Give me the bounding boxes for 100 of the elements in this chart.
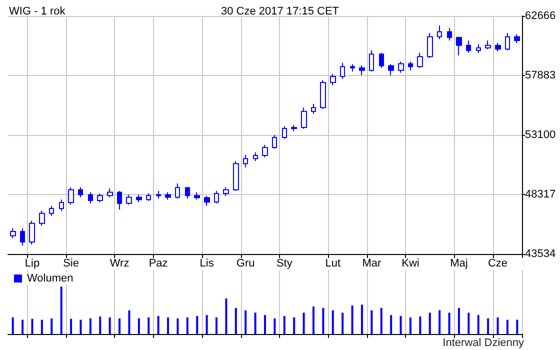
candlestick — [427, 32, 433, 58]
bar — [118, 318, 121, 334]
candlestick — [88, 192, 93, 204]
bar — [157, 316, 160, 334]
bar — [225, 298, 228, 334]
x-tick-label: Cze — [488, 258, 508, 270]
candlestick — [388, 64, 394, 76]
bar — [244, 310, 247, 334]
bar — [390, 315, 392, 334]
candlestick — [417, 52, 423, 68]
bar — [22, 320, 24, 334]
bar — [409, 317, 412, 334]
bar — [50, 318, 53, 334]
candlestick — [68, 186, 74, 206]
candlestick — [398, 61, 404, 74]
candlestick — [253, 152, 258, 162]
y-tick-label: 43534 — [525, 248, 556, 260]
candlestick — [379, 52, 384, 68]
bar — [322, 308, 324, 334]
bar — [419, 316, 422, 334]
candlestick — [291, 124, 297, 132]
candlestick — [29, 220, 35, 245]
candlestick — [476, 44, 481, 54]
bar — [264, 315, 266, 334]
bar — [496, 317, 499, 334]
y-tick-label: 62666 — [525, 10, 556, 22]
candlestick — [194, 192, 200, 200]
x-tick-label: Kwi — [402, 258, 420, 270]
candlestick — [282, 126, 287, 140]
bar — [254, 312, 256, 334]
bar — [302, 312, 305, 334]
chart-title: WIG - 1 rok — [9, 6, 66, 18]
bar — [206, 315, 208, 334]
bar — [312, 306, 314, 334]
candlestick — [39, 210, 45, 226]
bar — [468, 312, 470, 334]
candlestick — [320, 80, 326, 110]
bar — [516, 320, 518, 334]
y-tick-label: 53100 — [525, 129, 556, 141]
candlestick — [243, 154, 248, 168]
candlestick — [514, 34, 520, 44]
candlestick — [301, 107, 307, 130]
candlestick — [10, 228, 16, 239]
x-tick-label: Sty — [276, 258, 293, 270]
candlestick — [165, 192, 171, 200]
x-tick-label: Lip — [24, 258, 40, 270]
bar — [487, 318, 490, 334]
candlestick — [107, 188, 113, 198]
candlestick — [185, 186, 190, 199]
bar — [360, 304, 363, 334]
x-tick-label: Wrz — [110, 258, 130, 270]
bar — [400, 316, 402, 334]
text: Interwal Dzienny — [442, 337, 524, 349]
bar — [332, 310, 334, 334]
candlestick — [359, 64, 365, 76]
candlestick — [223, 186, 229, 196]
y-tick-label: 48317 — [525, 188, 556, 200]
candlestick — [146, 192, 151, 202]
bar — [167, 317, 170, 334]
candlestick — [485, 40, 491, 50]
candlestick — [214, 190, 219, 204]
bar — [176, 318, 179, 334]
candlestick — [233, 160, 239, 192]
candlestick — [456, 36, 462, 56]
candlestick — [97, 192, 103, 203]
bar — [80, 320, 82, 334]
bar — [234, 308, 237, 334]
candlestick — [447, 28, 452, 41]
bar — [506, 320, 508, 334]
bar — [293, 317, 296, 334]
candlestick — [437, 25, 442, 40]
bar — [138, 318, 140, 334]
bar — [438, 310, 441, 334]
candlestick — [126, 194, 132, 206]
candlestick — [369, 50, 374, 72]
candlestick — [136, 194, 142, 203]
bar — [186, 317, 188, 334]
candlestick — [505, 32, 510, 51]
bar — [70, 318, 72, 334]
bar — [216, 317, 218, 334]
x-tick-label: Sie — [63, 258, 79, 270]
x-tick-label: Paz — [148, 258, 168, 270]
x-tick-label: Mar — [362, 258, 382, 270]
bar — [89, 318, 92, 334]
candlestick — [204, 195, 210, 206]
x-tick-label: Gru — [236, 258, 255, 270]
y-tick-label: 57883 — [525, 70, 556, 82]
chart-subtitle: 30 Cze 2017 17:15 CET — [220, 6, 340, 18]
bar — [351, 306, 354, 334]
candlestick — [495, 42, 501, 52]
candlestick — [20, 228, 25, 246]
bar — [148, 317, 150, 334]
candlestick — [330, 74, 336, 86]
bar — [128, 310, 130, 334]
bar — [448, 312, 450, 334]
bar — [458, 308, 460, 334]
candlestick — [262, 144, 268, 158]
candlestick — [466, 40, 471, 54]
bar — [380, 308, 382, 334]
bar — [428, 312, 431, 334]
